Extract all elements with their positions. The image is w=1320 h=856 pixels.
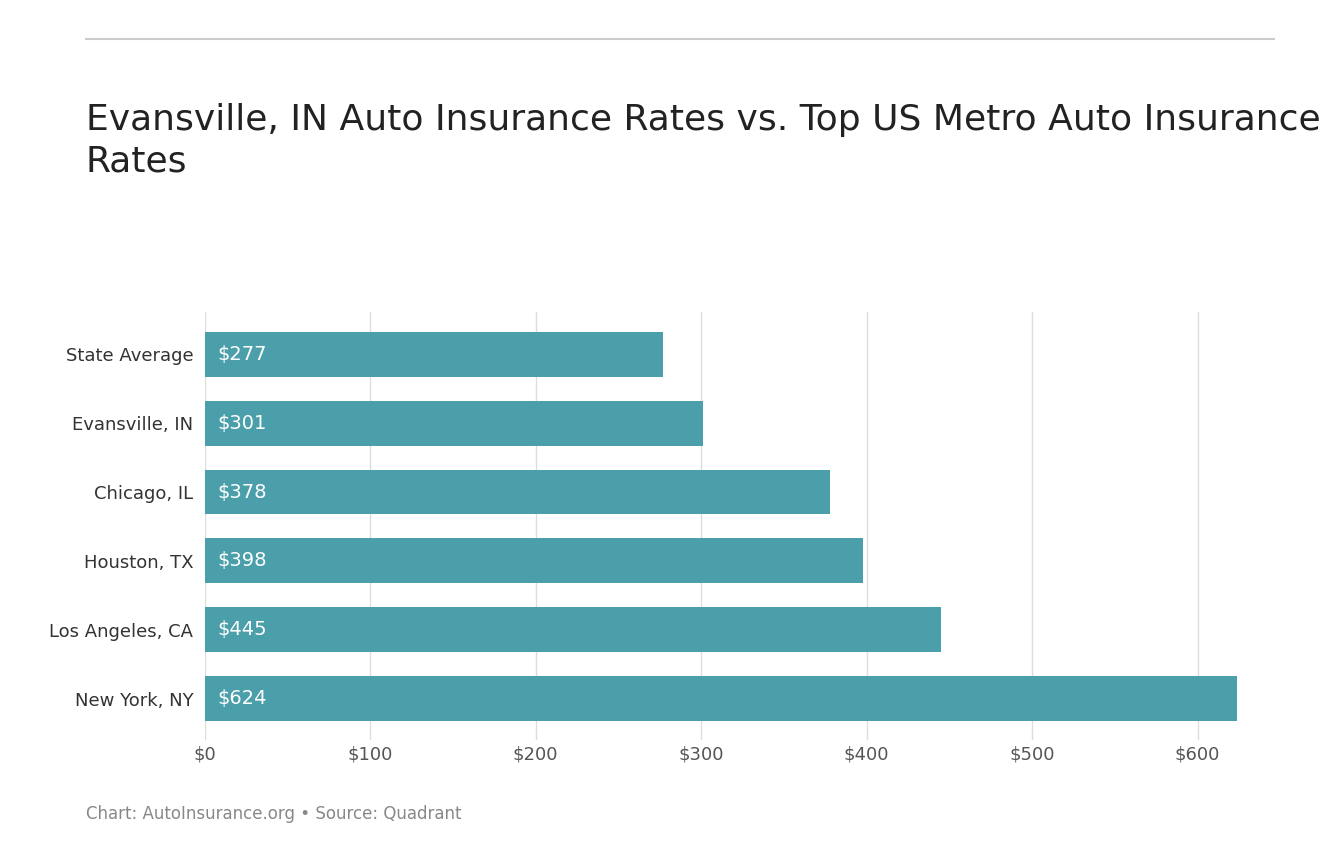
Bar	[205, 401, 702, 445]
Text: $624: $624	[218, 689, 268, 708]
Text: Evansville, IN Auto Insurance Rates vs. Top US Metro Auto Insurance
Rates: Evansville, IN Auto Insurance Rates vs. …	[86, 103, 1320, 179]
Text: $398: $398	[218, 551, 268, 570]
Text: Chart: AutoInsurance.org • Source: Quadrant: Chart: AutoInsurance.org • Source: Quadr…	[86, 805, 461, 823]
Bar	[205, 676, 1237, 721]
Text: $301: $301	[218, 413, 267, 432]
Text: $277: $277	[218, 345, 268, 364]
Text: $378: $378	[218, 483, 268, 502]
Bar	[205, 538, 863, 583]
Bar	[205, 470, 830, 514]
Text: $445: $445	[218, 621, 268, 639]
Bar	[205, 608, 941, 652]
Bar	[205, 332, 663, 377]
